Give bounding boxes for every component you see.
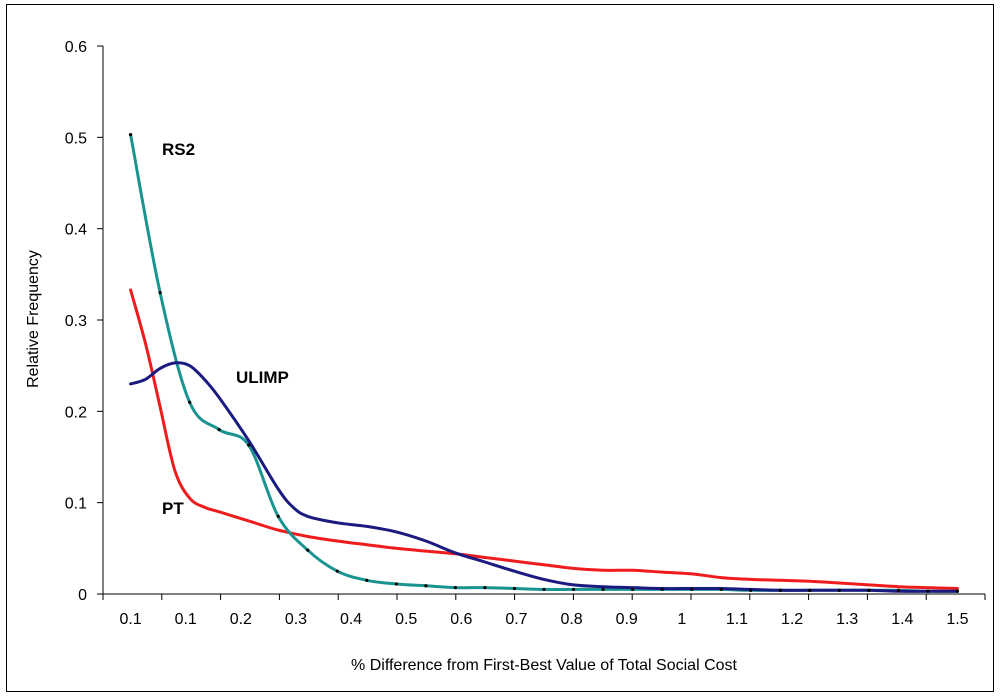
data-point-rs2: [247, 443, 251, 447]
series-layer: [129, 133, 959, 593]
y-tick-label: 0.2: [65, 404, 87, 421]
x-tick-label: 1.3: [836, 611, 858, 628]
data-point-rs2: [630, 587, 635, 592]
chart-frame: [6, 4, 994, 692]
series-label-rs2: RS2: [162, 140, 195, 159]
y-tick-label: 0.1: [65, 496, 87, 513]
data-point-rs2: [867, 588, 871, 592]
x-tick-label: 0.7: [505, 611, 527, 628]
data-point-rs2: [128, 132, 133, 137]
x-tick-label: 0.2: [230, 611, 252, 628]
x-tick-label: 0.1: [119, 611, 141, 628]
series-line-ulimp: [129, 361, 959, 593]
x-tick-label: 1.1: [726, 611, 748, 628]
y-axis-title: Relative Frequency: [25, 250, 42, 388]
axes: [102, 46, 985, 595]
data-point-rs2: [571, 587, 576, 592]
x-tick-label: 1: [677, 611, 686, 628]
data-point-rs2: [542, 587, 546, 592]
y-tick-label: 0: [78, 587, 87, 604]
data-point-rs2: [601, 587, 605, 592]
data-point-rs2: [837, 588, 841, 592]
data-point-rs2: [690, 587, 694, 592]
data-point-rs2: [453, 586, 458, 590]
data-point-rs2: [926, 589, 930, 593]
data-point-rs2: [276, 514, 280, 518]
data-point-rs2: [394, 582, 398, 586]
x-tick-label: 0.3: [285, 611, 307, 628]
data-point-rs2: [955, 589, 960, 593]
x-tick-label: 0.8: [560, 611, 582, 628]
x-tick-label: 0.9: [616, 611, 638, 628]
y-axis-ticks: 0 0.1 0.2 0.3 0.4 0.5 0.6: [65, 39, 103, 604]
x-axis-ticks: 0.1 0.1 0.2 0.3 0.4 0.5 0.6 0.7 0.8 0.9 1 1.1 1.2 1.3…: [102, 594, 986, 628]
y-tick-label: 0.5: [65, 130, 87, 147]
x-tick-label: 0.5: [395, 611, 417, 628]
x-tick-label: 0.6: [450, 611, 472, 628]
y-tick-label: 0.4: [65, 222, 87, 239]
data-point-rs2: [335, 569, 339, 573]
data-point-rs2: [306, 548, 310, 552]
y-tick-label: 0.3: [65, 313, 87, 330]
x-tick-label: 1.5: [946, 611, 968, 628]
x-tick-label: 1.2: [781, 611, 803, 628]
series-label-pt: PT: [162, 499, 184, 518]
data-point-rs2: [188, 400, 192, 404]
y-tick-label: 0.6: [65, 39, 87, 56]
data-point-rs2: [424, 584, 428, 588]
series-label-ulimp: ULIMP: [236, 368, 289, 387]
data-point-rs2: [365, 578, 369, 582]
data-point-rs2: [660, 587, 664, 592]
data-point-rs2: [217, 428, 221, 432]
data-point-rs2: [808, 588, 812, 592]
data-point-rs2: [896, 588, 900, 592]
data-point-rs2: [749, 588, 753, 592]
x-tick-label: 1.4: [891, 611, 913, 628]
data-point-rs2: [483, 586, 487, 590]
x-tick-label: 0.4: [340, 611, 362, 628]
data-point-rs2: [512, 586, 517, 591]
data-point-rs2: [719, 587, 723, 592]
data-point-rs2: [158, 291, 162, 295]
x-tick-label: 0.1: [175, 611, 197, 628]
marker-layer: [128, 132, 960, 593]
series-line-pt: [129, 288, 959, 590]
data-point-rs2: [778, 588, 782, 592]
x-axis-title: % Difference from First-Best Value of To…: [351, 657, 737, 674]
